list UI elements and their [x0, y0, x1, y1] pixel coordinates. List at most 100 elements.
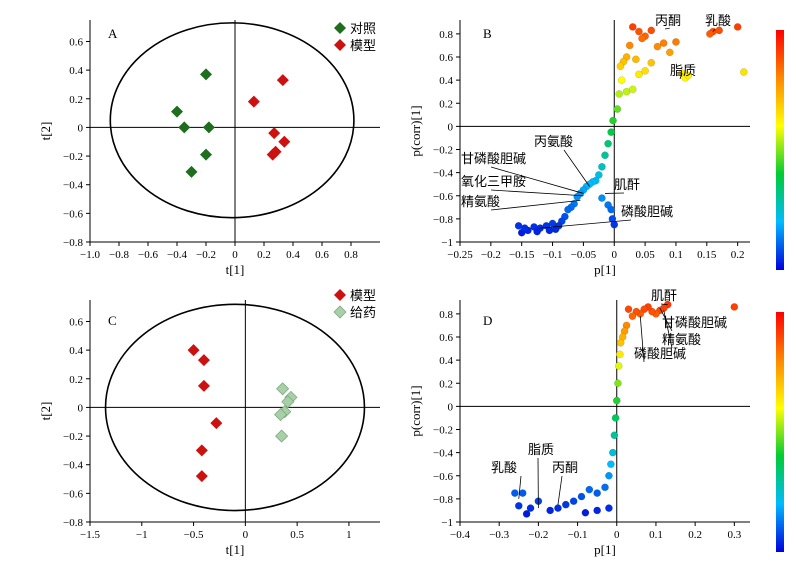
- y-tick-label: 0.4: [69, 65, 83, 77]
- data-point: [593, 489, 601, 497]
- data-point: [607, 205, 615, 214]
- annotation-label: 甘磷酸胆碱: [461, 151, 526, 166]
- data-point: [577, 492, 586, 501]
- annotation-leader: [490, 166, 584, 194]
- data-point: [604, 139, 612, 148]
- annotation-label: 乳酸: [491, 460, 517, 475]
- x-tick-label: 0: [243, 529, 249, 541]
- data-point: [593, 506, 601, 515]
- y-tick-label: 0.4: [439, 75, 453, 87]
- x-tick-label: −0.25: [447, 249, 473, 261]
- y-tick-label: 0.2: [439, 378, 453, 390]
- data-point: [185, 165, 198, 178]
- annotation-leader: [679, 73, 683, 80]
- data-point: [276, 382, 290, 396]
- annotation-label: 丙酮: [552, 460, 578, 475]
- x-tick-label: 0.2: [257, 249, 271, 261]
- annotation-leader: [563, 149, 590, 187]
- data-point: [684, 71, 693, 80]
- data-point: [598, 194, 606, 202]
- y-axis-title: p(corr)[1]: [408, 105, 423, 156]
- x-tick-label: 0.1: [669, 249, 683, 261]
- x-axis-title: t[1]: [226, 542, 245, 557]
- data-point: [628, 312, 637, 320]
- annotation-leader: [712, 28, 716, 32]
- legend-label: 模型: [350, 38, 376, 53]
- data-point: [632, 55, 640, 64]
- annotation-label: 乳酸: [705, 13, 731, 28]
- x-tick-label: −0.5: [184, 529, 204, 541]
- y-tick-label: −0.8: [433, 214, 453, 226]
- data-point: [573, 193, 582, 201]
- y-tick-label: 0.6: [69, 316, 83, 328]
- colorbar: [776, 30, 784, 270]
- data-point: [210, 417, 223, 430]
- data-point: [551, 225, 560, 234]
- data-point: [195, 470, 208, 483]
- x-tick-label: −0.2: [481, 249, 501, 261]
- annotation-label: 脂质: [528, 442, 554, 457]
- data-point: [195, 444, 208, 457]
- data-point: [605, 471, 613, 480]
- panel-d: −0.4 −0.3 −0.2 −0.1 0 0.1 0.2 0.3 −1 −0.8 −0.6 −0.4…: [408, 288, 750, 557]
- x-tick-label: −1.5: [80, 529, 100, 541]
- annotation-label: 脂质: [670, 63, 696, 78]
- data-point: [611, 414, 620, 422]
- annotation-leader: [557, 475, 563, 505]
- data-point: [546, 506, 554, 515]
- data-point: [659, 39, 668, 47]
- data-point: [197, 354, 210, 367]
- panel-c: −1.5 −1 −0.5 0 0.5 1 −0.8 −0.6 −0.4 −0.2 0 0.2 0.4 0.…: [38, 288, 380, 557]
- data-point: [276, 74, 289, 87]
- y-tick-label: −0.6: [433, 191, 453, 203]
- x-tick-label: −0.3: [489, 529, 509, 541]
- y-tick-label: 0.6: [439, 52, 453, 64]
- panel-letter: A: [108, 26, 118, 41]
- y-tick-label: 0.8: [439, 309, 453, 321]
- data-point: [624, 305, 633, 314]
- panel-a: −1.0 −0.8 −0.6 −0.4 −0.2 0 0.2 0.4 0.6 0.8−0.8−0.…: [38, 20, 380, 277]
- x-axis-title: p[1]: [594, 542, 616, 557]
- x-tick-label: −0.8: [109, 249, 129, 261]
- legend-label: 对照: [350, 21, 376, 36]
- y-tick-label: 0.2: [69, 374, 83, 386]
- x-tick-label: −0.4: [167, 249, 187, 261]
- y-tick-label: 0.4: [69, 345, 83, 357]
- annotation-label: 精氨酸: [662, 332, 701, 347]
- x-tick-label: 0.6: [315, 249, 329, 261]
- y-tick-label: −0.8: [63, 517, 83, 529]
- legend-marker: [334, 289, 346, 301]
- y-tick-label: −0.6: [433, 471, 453, 483]
- y-axis-title: t[2]: [38, 122, 53, 141]
- x-tick-label: −0.4: [450, 529, 470, 541]
- data-point: [647, 26, 656, 35]
- y-tick-label: 0.2: [69, 94, 83, 106]
- data-point: [740, 68, 748, 76]
- x-tick-label: −1: [136, 529, 148, 541]
- y-tick-label: 0: [448, 401, 454, 413]
- x-tick-label: 0.2: [731, 249, 745, 261]
- x-tick-label: 1: [346, 529, 352, 541]
- data-point: [628, 85, 637, 94]
- data-point: [672, 38, 680, 46]
- legend-marker: [334, 22, 346, 34]
- y-tick-label: −0.6: [63, 208, 83, 220]
- data-point: [278, 135, 291, 148]
- data-point: [601, 151, 609, 160]
- y-tick-label: 0.2: [439, 98, 453, 110]
- x-axis-title: p[1]: [594, 262, 616, 277]
- x-tick-label: −0.2: [196, 249, 216, 261]
- annotation-label: 肌酐: [614, 177, 640, 192]
- y-tick-label: 0.6: [69, 36, 83, 48]
- data-point: [628, 23, 637, 31]
- panel-letter: C: [108, 313, 117, 328]
- data-point: [609, 116, 617, 125]
- confidence-ellipse: [104, 303, 366, 512]
- data-point: [554, 504, 562, 512]
- data-point: [247, 95, 260, 108]
- y-tick-label: −0.2: [433, 425, 453, 437]
- data-point: [601, 483, 609, 492]
- data-point: [171, 105, 183, 118]
- y-axis-title: t[2]: [38, 402, 53, 421]
